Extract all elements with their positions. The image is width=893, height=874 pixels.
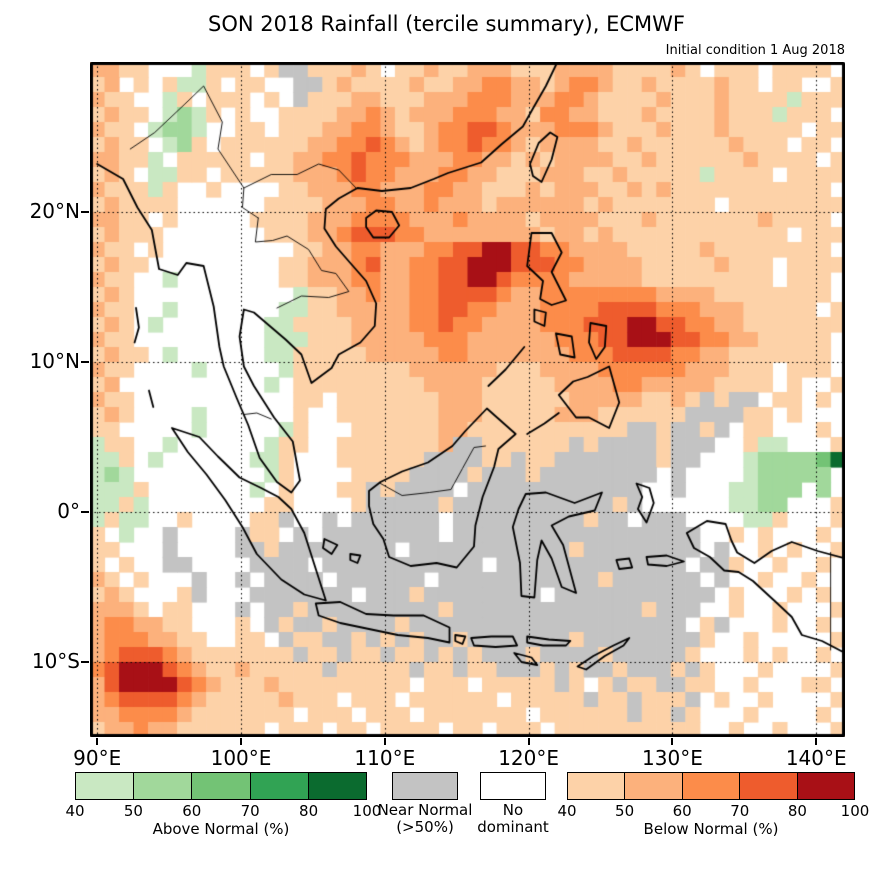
legend-above-tick-label: 40 (65, 802, 85, 820)
legend-color-segment (568, 773, 625, 799)
legend-near-normal-label: Near Normal (377, 801, 473, 819)
lon-tick-mark (671, 738, 674, 745)
lon-tick-mark (383, 738, 386, 745)
legend-color-segment (76, 773, 134, 799)
lat-tick-label: 0° (57, 499, 80, 523)
legend-below-tick-label: 100 (840, 802, 870, 820)
legend-below-tick-label: 40 (557, 802, 577, 820)
lat-tick-mark (81, 511, 89, 513)
legend-above-tick-label: 80 (299, 802, 319, 820)
page-title: SON 2018 Rainfall (tercile summary), ECM… (208, 12, 685, 36)
legend-below-tick-label: 70 (730, 802, 750, 820)
initial-condition-label: Initial condition 1 Aug 2018 (665, 43, 845, 58)
legend-color-segment (796, 773, 855, 799)
lat-tick-label: 10°N (29, 349, 80, 373)
legend-above-tick-label: 60 (182, 802, 202, 820)
lon-tick-label: 140°E (785, 746, 847, 770)
lat-tick-mark (81, 661, 89, 663)
lon-tick-mark (815, 738, 818, 745)
legend-near-normal-threshold: (>50%) (396, 818, 454, 836)
legend-below-normal-label: Below Normal (%) (643, 820, 779, 838)
legend-color-segment (681, 773, 740, 799)
legend-color-segment (249, 773, 308, 799)
legend-above-tick-label: 100 (352, 802, 382, 820)
legend-color-segment (307, 773, 367, 799)
legend-color-segment (133, 773, 192, 799)
legend-below-tick-label: 80 (787, 802, 807, 820)
lon-tick-mark (527, 738, 530, 745)
legend-no-dominant-label-1: No (502, 801, 524, 819)
legend-no-dominant-swatch (480, 772, 546, 800)
rainfall-tercile-map (90, 62, 845, 737)
legend-color-segment (191, 773, 250, 799)
legend-color-segment (739, 773, 797, 799)
legend-no-dominant-label-2: dominant (477, 818, 549, 836)
lat-tick-mark (81, 211, 89, 213)
legend-color-segment (624, 773, 682, 799)
legend-below-tick-label: 60 (672, 802, 692, 820)
legend-below-normal-colorbar (567, 772, 855, 800)
lon-tick-label: 110°E (354, 746, 416, 770)
lat-tick-label: 20°N (29, 199, 80, 223)
legend-near-normal-swatch (392, 772, 458, 800)
lat-tick-mark (81, 361, 89, 363)
lon-tick-label: 130°E (642, 746, 703, 770)
legend-above-normal-colorbar (75, 772, 367, 800)
lon-tick-label: 90°E (73, 746, 122, 770)
legend-above-tick-label: 70 (240, 802, 260, 820)
legend-above-tick-label: 50 (123, 802, 143, 820)
legend-above-normal-label: Above Normal (%) (152, 820, 290, 838)
lon-tick-mark (96, 738, 99, 745)
lon-tick-label: 100°E (210, 746, 272, 770)
legend-below-tick-label: 50 (615, 802, 635, 820)
lat-tick-label: 10°S (31, 649, 80, 673)
lon-tick-mark (240, 738, 242, 745)
lon-tick-label: 120°E (498, 746, 560, 770)
